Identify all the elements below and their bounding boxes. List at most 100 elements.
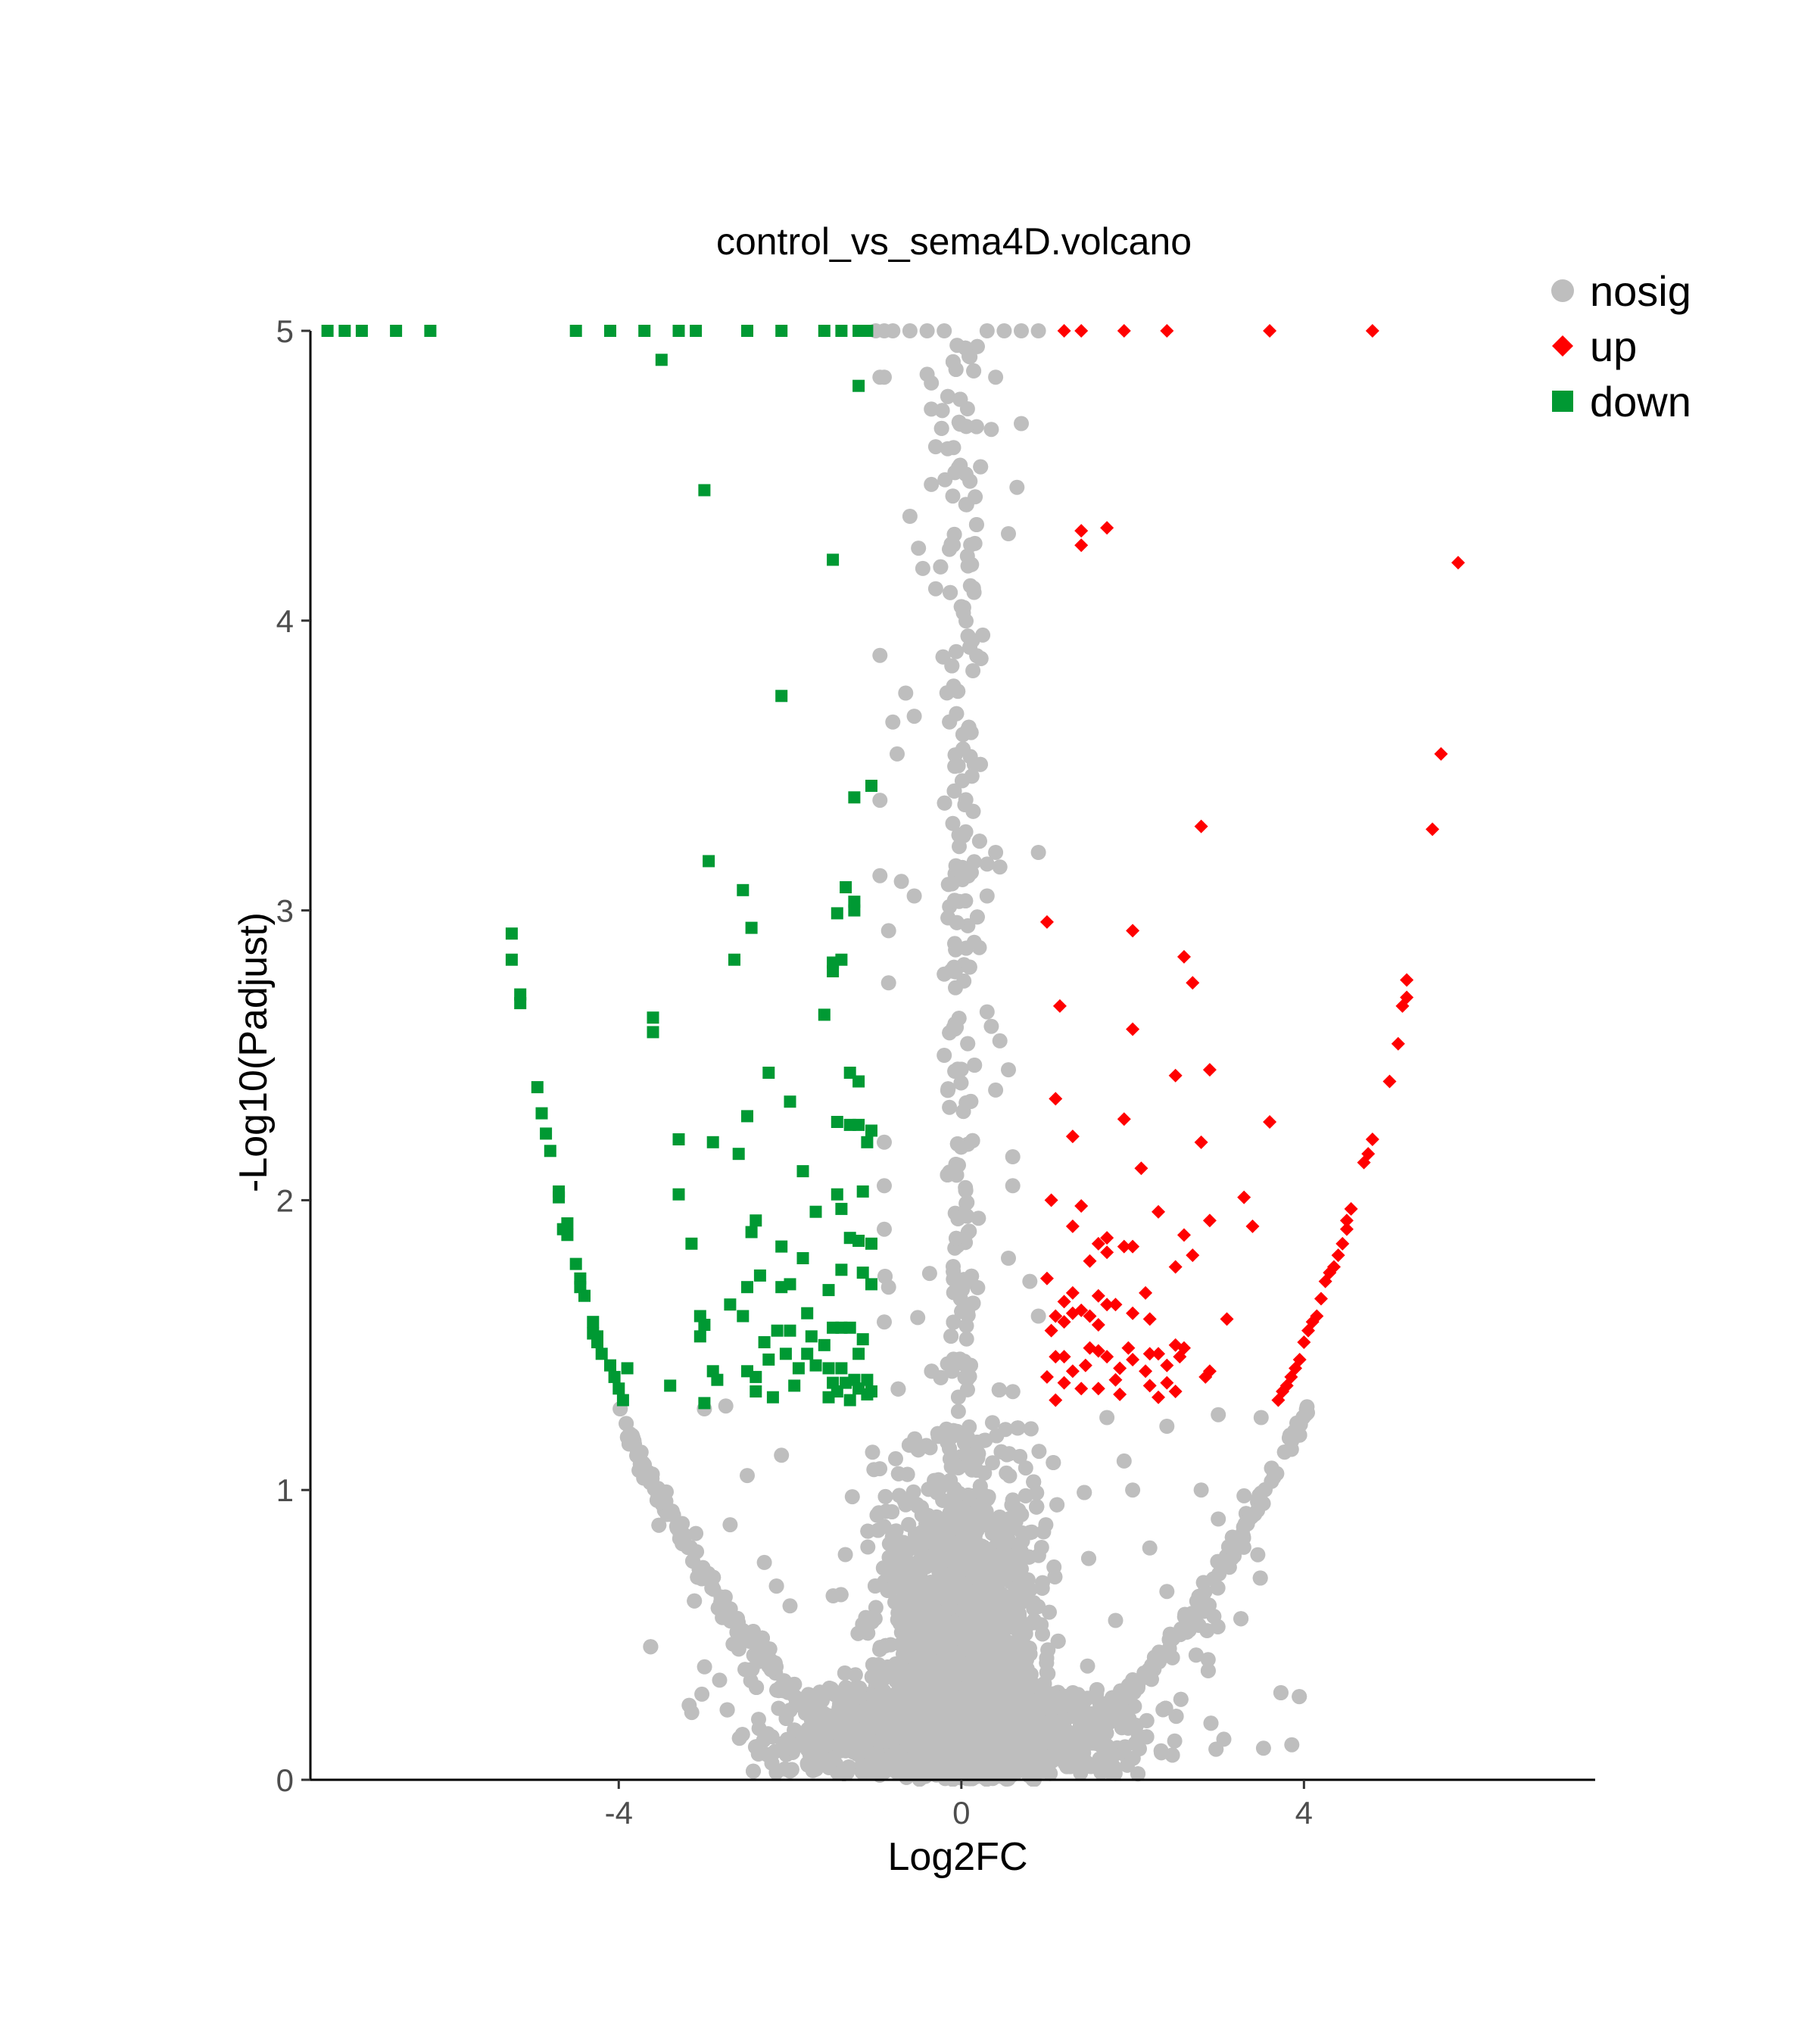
nosig-point: [958, 1331, 974, 1347]
nosig-point: [1177, 1609, 1192, 1625]
nosig-point: [1031, 1444, 1047, 1460]
nosig-point: [1255, 1740, 1271, 1756]
nosig-point: [960, 558, 976, 574]
nosig-point: [951, 1011, 967, 1027]
nosig-point: [864, 1669, 880, 1684]
nosig-point: [966, 756, 982, 772]
nosig-point: [993, 1444, 1009, 1460]
nosig-point: [1276, 1444, 1292, 1460]
nosig-point: [942, 714, 958, 730]
nosig-point: [731, 1641, 746, 1657]
nosig-point: [961, 1419, 977, 1435]
nosig-point: [712, 1672, 728, 1688]
nosig-point: [949, 643, 964, 659]
nosig-point: [953, 1061, 969, 1077]
nosig-point: [984, 1415, 1000, 1431]
nosig-point: [1034, 1580, 1050, 1596]
nosig-point: [1167, 1733, 1183, 1749]
nosig-point: [833, 1587, 849, 1603]
nosig-point: [697, 1659, 712, 1675]
nosig-point: [844, 1489, 860, 1505]
nosig-point: [965, 1133, 980, 1148]
nosig-point: [872, 1640, 888, 1656]
nosig-point: [945, 354, 961, 369]
nosig-point: [901, 1437, 917, 1453]
nosig-point: [957, 1369, 973, 1385]
nosig-point: [1168, 1709, 1184, 1725]
nosig-point: [860, 1539, 876, 1555]
nosig-point: [1018, 1460, 1033, 1476]
nosig-point: [981, 1518, 997, 1534]
chart-title: control_vs_sema4D.volcano: [716, 220, 1192, 263]
nosig-point: [959, 1195, 975, 1211]
nosig-point: [977, 1432, 993, 1448]
nosig-point: [953, 1075, 969, 1091]
nosig-point: [1173, 1691, 1189, 1707]
nosig-point: [651, 1517, 667, 1533]
nosig-point: [1010, 1420, 1026, 1436]
nosig-point: [868, 1578, 883, 1594]
nosig-point: [961, 959, 977, 975]
nosig-points: [612, 323, 1315, 1787]
nosig-point: [921, 1266, 937, 1282]
nosig-point: [1077, 1485, 1092, 1500]
nosig-point: [950, 1404, 966, 1419]
nosig-point: [759, 1746, 775, 1762]
nosig-point: [985, 1455, 1000, 1471]
nosig-point: [967, 1058, 983, 1073]
nosig-point: [681, 1697, 697, 1713]
nosig-point: [1188, 1647, 1204, 1663]
nosig-point: [694, 1686, 710, 1702]
nosig-point: [1195, 1575, 1211, 1591]
nosig-point: [695, 1559, 711, 1575]
nosig-point: [964, 768, 980, 784]
nosig-point: [973, 650, 989, 666]
nosig-point: [1273, 1685, 1289, 1700]
nosig-point: [629, 1445, 645, 1460]
nosig-point: [1200, 1652, 1216, 1668]
nosig-point: [952, 416, 968, 432]
nosig-point: [922, 1440, 938, 1456]
nosig-point: [1284, 1737, 1300, 1753]
nosig-point: [930, 1426, 946, 1441]
nosig-point: [704, 1580, 720, 1596]
nosig-point: [949, 1230, 964, 1246]
nosig-point: [935, 1492, 951, 1508]
nosig-point: [1042, 1604, 1057, 1620]
nosig-point: [946, 440, 961, 456]
nosig-point: [933, 420, 949, 436]
nosig-point: [1023, 1421, 1039, 1437]
nosig-point: [1018, 1488, 1033, 1503]
nosig-point: [939, 685, 955, 701]
nosig-point: [868, 1600, 884, 1616]
nosig-point: [1047, 1569, 1063, 1584]
nosig-point: [1005, 1384, 1021, 1400]
nosig-point: [969, 909, 985, 925]
nosig-point: [1250, 1547, 1266, 1563]
nosig-point: [973, 459, 989, 475]
nosig-point: [1154, 1745, 1169, 1761]
nosig-point: [1210, 1580, 1226, 1596]
nosig-point: [971, 1211, 986, 1226]
nosig-point: [619, 1416, 634, 1432]
nosig-point: [888, 1450, 903, 1466]
nosig-point: [866, 1462, 882, 1478]
nosig-point: [1081, 1550, 1096, 1566]
nosig-point: [951, 827, 967, 843]
nosig-point: [1022, 1581, 1038, 1597]
nosig-point: [865, 1444, 880, 1460]
nosig-point: [989, 1428, 1005, 1444]
nosig-point: [946, 1263, 961, 1279]
nosig-point: [837, 1665, 852, 1681]
nosig-point: [958, 893, 974, 908]
nosig-point: [910, 1310, 926, 1326]
nosig-point: [961, 348, 977, 364]
nosig-point: [763, 1662, 779, 1678]
nosig-point: [961, 1223, 977, 1239]
nosig-point: [999, 1465, 1014, 1481]
nosig-point: [1036, 1524, 1052, 1540]
nosig-point: [966, 363, 982, 379]
nosig-point: [942, 1099, 958, 1115]
nosig-point: [970, 1279, 986, 1295]
